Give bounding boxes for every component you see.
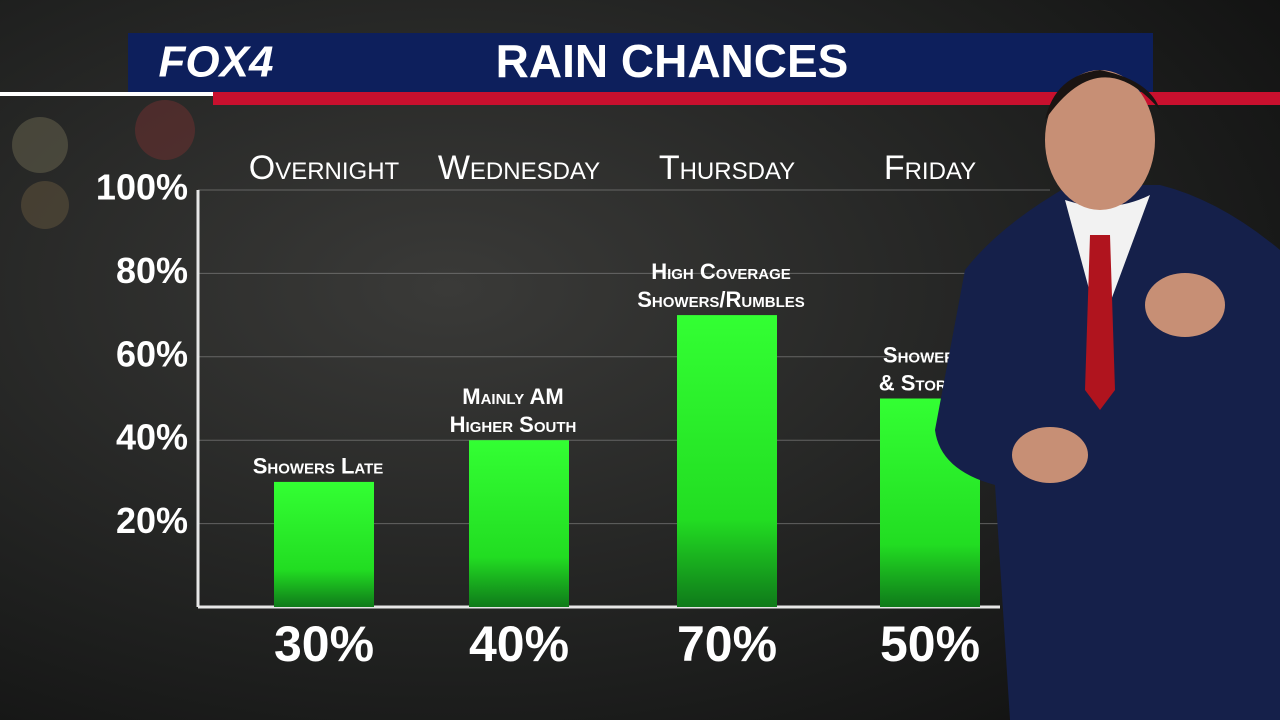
category-label: Wednesday [438, 149, 600, 187]
bar-note: Higher South [450, 412, 577, 437]
category-label: Friday [884, 149, 976, 187]
bar-note: High Coverage [651, 259, 791, 284]
y-tick-label: 100% [96, 167, 188, 208]
value-label: 50% [880, 616, 980, 672]
red-stripe [213, 92, 1280, 105]
value-label: 30% [274, 616, 374, 672]
y-tick-label: 20% [116, 500, 188, 541]
chart-title: RAIN CHANCES [496, 35, 849, 87]
y-tick-label: 80% [116, 250, 188, 291]
bar [469, 440, 569, 607]
category-label: Thursday [659, 149, 795, 187]
bar-note: Showers Late [253, 454, 384, 479]
bokeh [135, 100, 195, 160]
y-tick-label: 60% [116, 333, 188, 374]
bar [274, 481, 374, 607]
white-stripe [0, 92, 213, 96]
logo: FOX4 [159, 38, 274, 87]
presenter [935, 70, 1280, 720]
tie [1085, 235, 1115, 410]
bar [677, 315, 777, 607]
header-bar [128, 33, 1153, 92]
bar-note: Showers/Rumbles [637, 287, 805, 312]
hand [1012, 427, 1088, 483]
face [1045, 70, 1155, 210]
y-tick-label: 40% [116, 417, 188, 458]
bokeh [12, 117, 68, 173]
bar-note: Mainly AM [462, 384, 563, 409]
hand [1145, 273, 1225, 337]
bokeh [21, 181, 69, 229]
value-label: 70% [677, 616, 777, 672]
hair [1045, 70, 1160, 120]
category-label: Overnight [249, 149, 400, 187]
value-label: 40% [469, 616, 569, 672]
